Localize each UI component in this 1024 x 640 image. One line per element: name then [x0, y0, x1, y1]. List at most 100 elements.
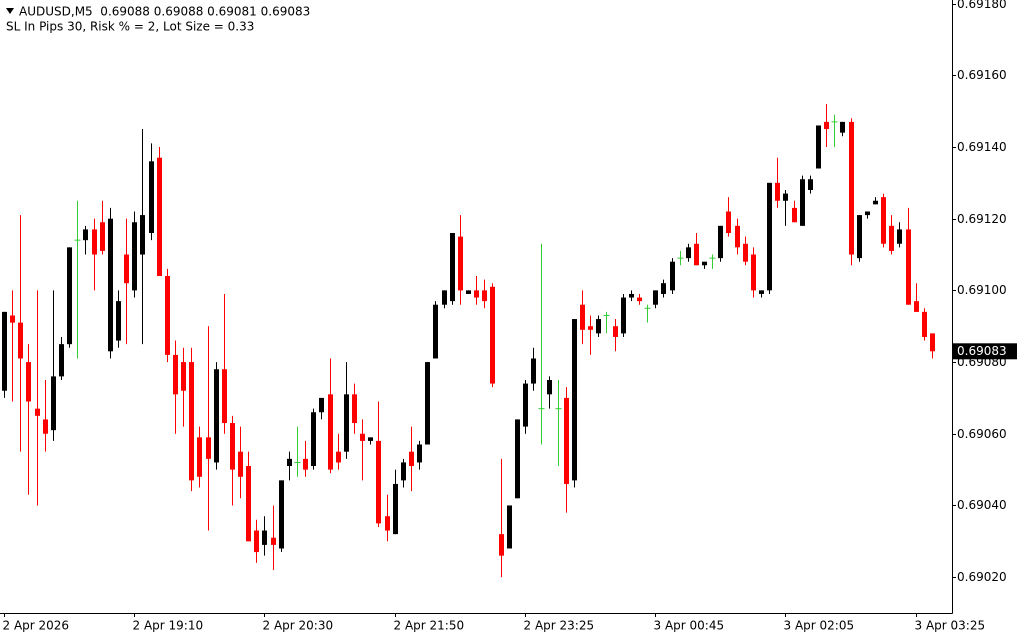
- candle-body: [523, 383, 528, 427]
- candle-body: [816, 125, 821, 169]
- candle-body: [287, 458, 292, 467]
- candle-body: [279, 480, 284, 549]
- x-tick-label: 3 Apr 02:05: [784, 619, 855, 633]
- candle-body: [360, 433, 365, 441]
- y-tick-label: 0.69020: [957, 570, 1007, 584]
- candle-body: [873, 200, 878, 205]
- candle-body: [930, 333, 935, 352]
- candle-body: [303, 458, 308, 470]
- candle-body: [906, 229, 911, 305]
- candle-body: [450, 233, 455, 302]
- candle-body: [149, 161, 154, 234]
- candle-body: [409, 451, 414, 467]
- candle-body: [124, 254, 129, 284]
- candle-body: [792, 207, 797, 223]
- candle-body: [108, 218, 113, 352]
- candle-body: [92, 229, 97, 255]
- candle-body: [35, 408, 40, 416]
- candle-body: [694, 243, 699, 266]
- candle-body: [116, 301, 121, 341]
- candle-body: [18, 322, 23, 359]
- candle-body: [271, 537, 276, 545]
- x-tick-label: 2 Apr 23:25: [524, 619, 595, 633]
- candle-body: [311, 412, 316, 467]
- candle-body: [43, 419, 48, 434]
- candle-body: [800, 179, 805, 226]
- candle-body: [466, 290, 471, 294]
- candle-body: [197, 437, 202, 477]
- candle-body: [433, 304, 438, 359]
- candle-body: [482, 290, 487, 302]
- candle-body: [385, 516, 390, 531]
- candle-body: [26, 362, 31, 402]
- candle-body: [889, 225, 894, 251]
- candle-body: [775, 182, 780, 201]
- y-tick-label: 0.69180: [957, 0, 1007, 11]
- candle-body: [564, 397, 569, 484]
- candle-body: [718, 225, 723, 259]
- candle-body: [206, 437, 211, 459]
- candle-body: [507, 505, 512, 549]
- candle-body: [596, 319, 601, 334]
- candle-body: [262, 530, 267, 545]
- candle-body: [458, 236, 463, 291]
- candle-body: [401, 462, 406, 481]
- candle-body: [67, 247, 72, 345]
- candle-body: [531, 358, 536, 384]
- candle-body: [621, 297, 626, 334]
- candle-body: [246, 466, 251, 542]
- candle-body: [2, 311, 7, 391]
- candle-body: [10, 315, 15, 323]
- candle-body: [83, 229, 88, 241]
- candle-body: [189, 362, 194, 481]
- chart-subtitle: SL In Pips 30, Risk % = 2, Lot Size = 0.…: [6, 20, 254, 34]
- candle-body: [352, 394, 357, 424]
- candle-body: [881, 197, 886, 244]
- y-tick-label: 0.69100: [957, 283, 1007, 297]
- chart-title: AUDUSD,M5 0.69088 0.69088 0.69081 0.6908…: [19, 5, 310, 19]
- candle-body: [588, 326, 593, 330]
- candles: [2, 103, 935, 578]
- candle-body: [670, 261, 675, 291]
- candle-body: [157, 157, 162, 277]
- candle-body: [857, 215, 862, 259]
- y-tick-label: 0.69120: [957, 212, 1007, 226]
- candle-body: [230, 423, 235, 470]
- candle-body: [702, 261, 707, 266]
- candle-body: [808, 179, 813, 190]
- candle-body: [686, 247, 691, 259]
- candle-body: [759, 290, 764, 294]
- candle-body: [165, 276, 170, 355]
- candle-body: [368, 437, 373, 441]
- y-tick-label: 0.69160: [957, 68, 1007, 82]
- y-tick-label: 0.69140: [957, 140, 1007, 154]
- candle-body: [132, 222, 137, 291]
- candle-body: [140, 215, 145, 255]
- candle-body: [865, 211, 870, 216]
- x-tick-label: 3 Apr 00:45: [654, 619, 725, 633]
- candle-body: [393, 483, 398, 535]
- candle-body: [743, 243, 748, 262]
- candle-body: [319, 397, 324, 413]
- y-tick-label: 0.69040: [957, 498, 1007, 512]
- candle-body: [442, 290, 447, 305]
- candle-body: [173, 354, 178, 395]
- menu-triangle[interactable]: [6, 8, 14, 14]
- candle-body: [637, 297, 642, 302]
- candle-body: [515, 419, 520, 499]
- candle-body: [922, 311, 927, 337]
- x-tick-label: 2 Apr 2026: [3, 619, 70, 633]
- candle-body: [425, 362, 430, 445]
- candle-body: [613, 326, 618, 337]
- candle-body: [376, 440, 381, 524]
- candle-body: [726, 211, 731, 234]
- x-tick-label: 3 Apr 03:25: [915, 619, 986, 633]
- candle-body: [849, 121, 854, 255]
- candle-body: [336, 451, 341, 463]
- x-tick-label: 2 Apr 20:30: [263, 619, 334, 633]
- candle-body: [572, 319, 577, 481]
- candle-body: [629, 293, 634, 298]
- candle-body: [897, 229, 902, 244]
- candle-body: [59, 344, 64, 377]
